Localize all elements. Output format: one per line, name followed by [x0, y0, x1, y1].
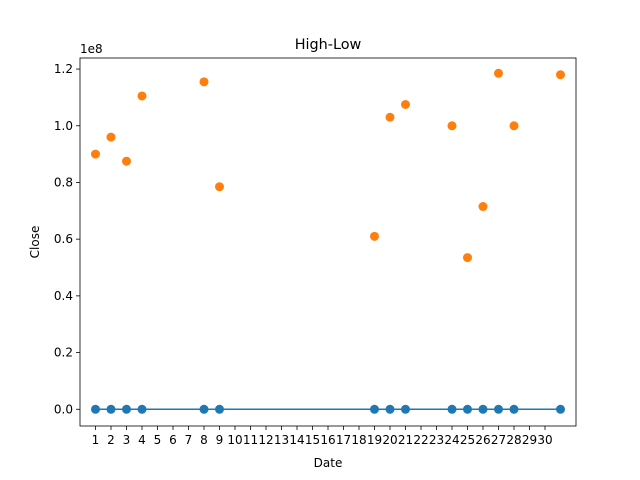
x-tick-label: 6	[169, 433, 177, 447]
y-axis-label: Close	[28, 226, 42, 259]
y-tick-label: 0.2	[54, 346, 73, 360]
x-tick-label: 22	[413, 433, 428, 447]
series-1-point	[447, 404, 457, 414]
y-tick-label: 1.0	[54, 119, 73, 133]
x-tick-label: 3	[123, 433, 131, 447]
series-1-point	[215, 404, 224, 414]
x-tick-label: 5	[154, 433, 162, 447]
x-tick-label: 1	[92, 433, 100, 447]
series-1-point	[509, 404, 519, 414]
series-2-point	[556, 70, 565, 80]
x-tick-label: 26	[475, 433, 490, 447]
y-tick-label: 0.6	[54, 232, 73, 246]
x-tick-label: 17	[336, 433, 351, 447]
x-tick-label: 25	[460, 433, 475, 447]
x-axis-label: Date	[314, 456, 343, 470]
x-tick-label: 2	[107, 433, 115, 447]
series-2-point	[385, 112, 395, 122]
x-tick-label: 4	[138, 433, 146, 447]
series-2-point	[463, 253, 472, 263]
series-1-point	[137, 404, 147, 414]
series-2-point	[509, 121, 519, 131]
x-tick-label: 29	[522, 433, 537, 447]
axes-frame	[79, 57, 577, 427]
x-tick-label: 23	[429, 433, 444, 447]
x-tick-label: 20	[382, 433, 397, 447]
series-1-point	[463, 404, 472, 414]
x-tick-label: 28	[506, 433, 521, 447]
series-1-point	[556, 404, 565, 414]
series-1-point	[401, 404, 410, 414]
series-2-point	[199, 77, 209, 87]
series-1-point	[478, 404, 488, 414]
series-1-point	[122, 404, 131, 414]
series-2-point	[91, 149, 100, 159]
x-tick-label: 21	[398, 433, 413, 447]
series-1-point	[106, 404, 116, 414]
x-tick-label: 12	[258, 433, 273, 447]
series-1-point	[494, 404, 503, 414]
series-2-point	[478, 202, 488, 212]
y-tick-label: 0.4	[54, 289, 73, 303]
x-tick-label: 7	[185, 433, 193, 447]
x-tick-label: 19	[367, 433, 382, 447]
y-tick-label: 1.2	[54, 62, 73, 76]
series-1-point	[370, 404, 379, 414]
x-tick-label: 27	[491, 433, 506, 447]
series-1-point	[385, 404, 395, 414]
x-tick-label: 9	[216, 433, 224, 447]
series-2-point	[106, 132, 116, 142]
y-tick-label: 0.8	[54, 175, 73, 189]
y-axis-offset-label: 1e8	[80, 42, 103, 56]
x-tick-label: 14	[289, 433, 304, 447]
x-tick-label: 10	[227, 433, 242, 447]
x-tick-label: 18	[351, 433, 366, 447]
series-2-point	[215, 182, 224, 192]
series-2-point	[370, 231, 379, 241]
series-2-point	[137, 91, 147, 101]
x-tick-label: 15	[305, 433, 320, 447]
x-tick-label: 8	[200, 433, 208, 447]
series-2-point	[401, 99, 410, 109]
x-tick-label: 30	[537, 433, 552, 447]
series-1-point	[199, 404, 209, 414]
series-1-point	[91, 404, 100, 414]
x-tick-label: 24	[444, 433, 459, 447]
series-2-point	[494, 68, 503, 78]
chart-title: High-Low	[295, 37, 362, 53]
x-tick-label: 11	[243, 433, 258, 447]
x-tick-label: 16	[320, 433, 335, 447]
series-2-point	[122, 156, 131, 166]
x-tick-label: 13	[274, 433, 289, 447]
plot-area: 1 2 3 4 5 6 7 8 9 10 11 12 13 14 15 16 17 18 19 20 21 22 23 24 2…	[54, 57, 577, 447]
series-2-point	[447, 121, 457, 131]
y-tick-label: 0.0	[54, 402, 73, 416]
